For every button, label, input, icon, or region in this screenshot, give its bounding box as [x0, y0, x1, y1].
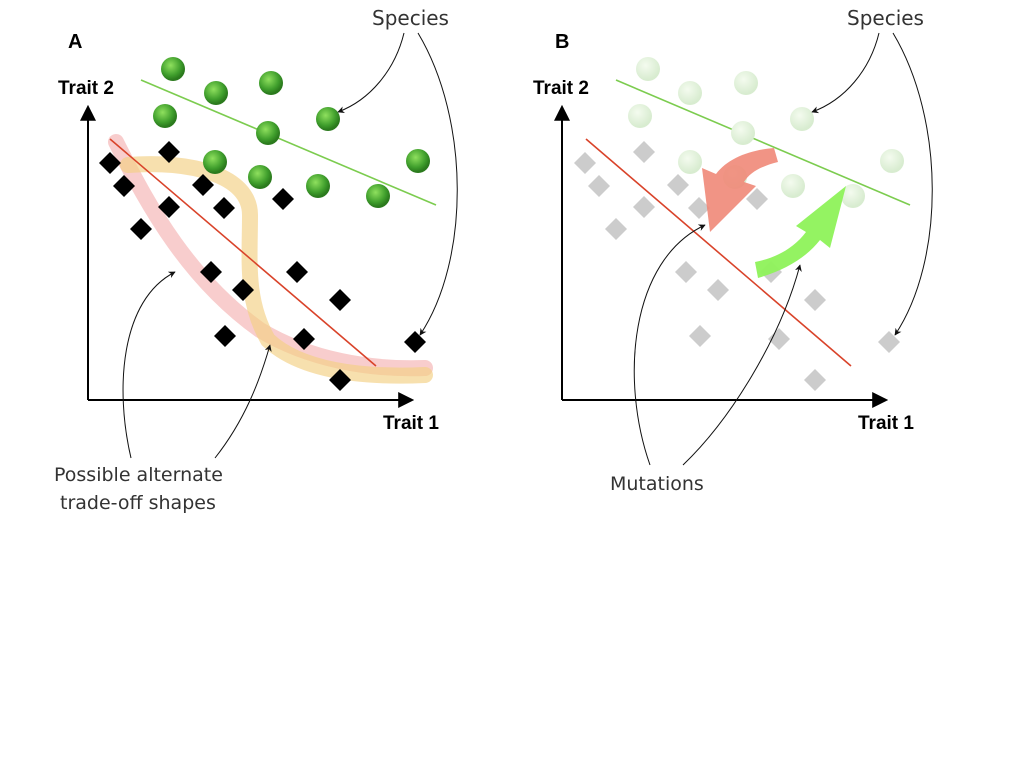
faded-black-species-point	[675, 261, 697, 283]
faded-black-species-point	[768, 328, 790, 350]
mutations-annotation: Mutations	[610, 473, 704, 495]
green-tradeoff-line	[615, 79, 911, 206]
black-species-point	[329, 289, 351, 311]
black-species-point	[232, 279, 254, 301]
green-species-group	[153, 57, 430, 208]
species-arrow-to-gray	[892, 32, 933, 336]
panel-a-label: A	[68, 31, 82, 53]
faded-black-species-point	[689, 325, 711, 347]
alternate-arrow-to-orange	[214, 344, 272, 459]
species-annotation: Species	[847, 6, 924, 30]
black-species-group	[99, 141, 426, 391]
species-arrow-to-black	[417, 32, 458, 336]
faded-black-species-point	[574, 152, 596, 174]
faded-green-species-point	[731, 121, 755, 145]
black-species-point	[130, 218, 152, 240]
faded-green-species-point	[628, 104, 652, 128]
faded-black-species-point	[804, 369, 826, 391]
black-species-point	[192, 174, 214, 196]
green-species-point	[153, 104, 177, 128]
black-species-point	[272, 188, 294, 210]
black-species-point	[293, 328, 315, 350]
green-species-point	[306, 174, 330, 198]
mutation-arrow-red	[702, 148, 778, 232]
black-species-point	[200, 261, 222, 283]
mutations-arrow-to-red	[633, 224, 706, 466]
faded-black-species-point	[588, 175, 610, 197]
green-species-point	[406, 149, 430, 173]
panel-a: A Trait 2 Trait 1	[54, 6, 458, 514]
faded-black-species-point	[707, 279, 729, 301]
alternate-shapes-annotation-line1: Possible alternate	[54, 464, 223, 486]
faded-black-species-point	[633, 196, 655, 218]
green-species-point	[203, 150, 227, 174]
black-species-point	[213, 197, 235, 219]
alternate-arrow-to-pink	[122, 271, 176, 459]
black-species-point	[113, 175, 135, 197]
mutations-arrow-to-green	[682, 264, 802, 466]
black-species-point	[99, 152, 121, 174]
faded-green-species-point	[781, 174, 805, 198]
faded-green-species-point	[734, 71, 758, 95]
black-species-point	[404, 331, 426, 353]
black-species-point	[329, 369, 351, 391]
green-species-point	[366, 184, 390, 208]
faded-green-species-point	[678, 150, 702, 174]
black-species-point	[286, 261, 308, 283]
species-annotation: Species	[372, 6, 449, 30]
species-arrow-to-green	[337, 32, 405, 114]
mutation-arrow-green	[755, 186, 846, 278]
faded-black-species-point	[688, 197, 710, 219]
black-species-point	[214, 325, 236, 347]
green-species-point	[256, 121, 280, 145]
species-arrow-to-green	[811, 32, 880, 114]
x-axis-label: Trait 1	[858, 413, 914, 434]
faded-black-species-group	[574, 141, 900, 391]
panel-b-label: B	[555, 31, 569, 53]
black-species-point	[158, 141, 180, 163]
alternate-shapes-annotation-line2: trade-off shapes	[60, 492, 216, 514]
red-tradeoff-line	[109, 138, 377, 367]
faded-black-species-point	[667, 174, 689, 196]
x-axis-label: Trait 1	[383, 413, 439, 434]
faded-black-species-point	[633, 141, 655, 163]
y-axis-label: Trait 2	[533, 78, 589, 99]
faded-black-species-point	[605, 218, 627, 240]
green-species-point	[161, 57, 185, 81]
green-species-point	[316, 107, 340, 131]
y-axis-label: Trait 2	[58, 78, 114, 99]
faded-green-species-point	[790, 107, 814, 131]
green-species-point	[259, 71, 283, 95]
green-species-point	[204, 81, 228, 105]
red-tradeoff-line	[585, 138, 852, 367]
faded-green-species-point	[636, 57, 660, 81]
faded-black-species-point	[746, 188, 768, 210]
panel-b: B Trait 2 Trait 1	[533, 6, 933, 495]
black-species-point	[158, 196, 180, 218]
green-tradeoff-line	[140, 79, 437, 206]
green-species-point	[248, 165, 272, 189]
faded-green-species-point	[678, 81, 702, 105]
faded-green-species-point	[880, 149, 904, 173]
faded-black-species-point	[804, 289, 826, 311]
faded-green-species-point	[841, 184, 865, 208]
faded-black-species-point	[878, 331, 900, 353]
